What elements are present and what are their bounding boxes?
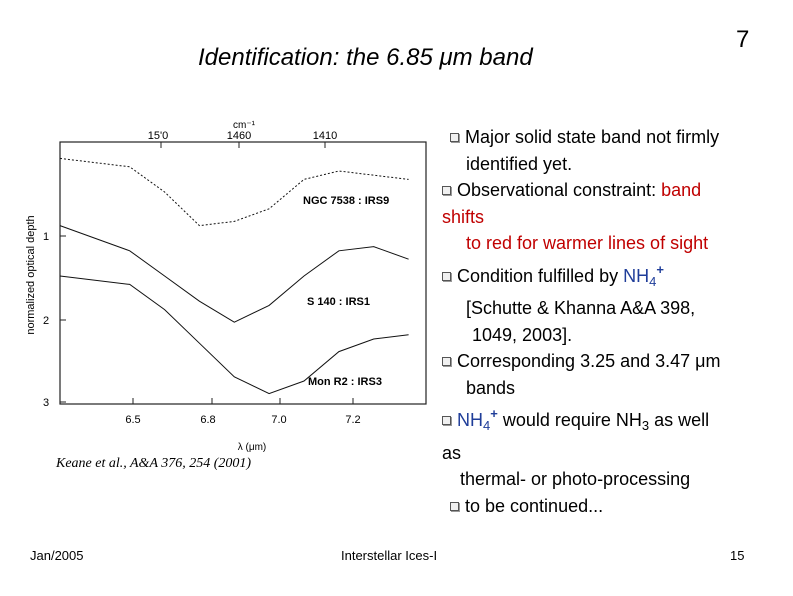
bullet-list: Major solid state band not firmly identi… xyxy=(442,124,787,519)
spectrum-chart: cm⁻¹ 15'0 1460 1410 6.5 6.8 7.0 7.2 λ (μ… xyxy=(25,120,427,453)
bullet-item: Corresponding 3.25 and 3.47 μm xyxy=(442,348,787,375)
bullet-item: Condition fulfilled by NH4+ xyxy=(442,257,787,296)
figure-citation: Keane et al., A&A 376, 254 (2001) xyxy=(56,456,252,471)
bottom-tick-label: 6.8 xyxy=(200,414,215,426)
slide-number: 7 xyxy=(736,26,750,53)
left-tick-label: 1 xyxy=(43,231,49,243)
left-tick-label: 2 xyxy=(43,315,49,327)
bullet-item: to be continued... xyxy=(442,493,787,520)
bullet-icon xyxy=(442,416,451,425)
bullet-icon xyxy=(442,271,451,281)
bullet-icon xyxy=(442,186,451,195)
series-label: Mon R2 : IRS3 xyxy=(308,376,382,388)
bottom-axis-label: λ (μm) xyxy=(238,442,267,453)
top-axis-unit: cm⁻¹ xyxy=(233,120,256,131)
series-label: NGC 7538 : IRS9 xyxy=(303,195,389,207)
footer-title: Interstellar Ices-I xyxy=(341,548,438,563)
bottom-tick-label: 6.5 xyxy=(125,414,140,426)
bullet-icon xyxy=(450,501,459,511)
footer-page: 15 xyxy=(730,548,745,563)
bottom-tick-label: 7.0 xyxy=(271,414,286,426)
series-line xyxy=(59,157,409,227)
spectrum-figure: cm⁻¹ 15'0 1460 1410 6.5 6.8 7.0 7.2 λ (μ… xyxy=(20,110,440,480)
series-label: S 140 : IRS1 xyxy=(307,296,370,308)
bullet-item: Observational constraint: band xyxy=(442,177,787,204)
top-tick-label: 15'0 xyxy=(148,130,168,142)
slide-title: Identification: the 6.85 μm band xyxy=(198,44,533,71)
series-line xyxy=(59,225,409,323)
bullet-icon xyxy=(442,357,451,366)
bottom-tick-label: 7.2 xyxy=(345,414,360,426)
bullet-item: Major solid state band not firmly xyxy=(442,124,787,151)
top-tick-label: 1410 xyxy=(313,130,337,142)
plot-frame xyxy=(59,141,427,405)
bullet-icon xyxy=(450,133,459,142)
bullet-item: NH4+ would require NH3 as well xyxy=(442,401,787,440)
left-tick-label: 3 xyxy=(43,397,49,409)
top-tick-label: 1460 xyxy=(227,130,251,142)
series-line xyxy=(59,275,409,395)
footer-date: Jan/2005 xyxy=(30,548,84,563)
y-axis-label: normalized optical depth xyxy=(25,215,37,334)
